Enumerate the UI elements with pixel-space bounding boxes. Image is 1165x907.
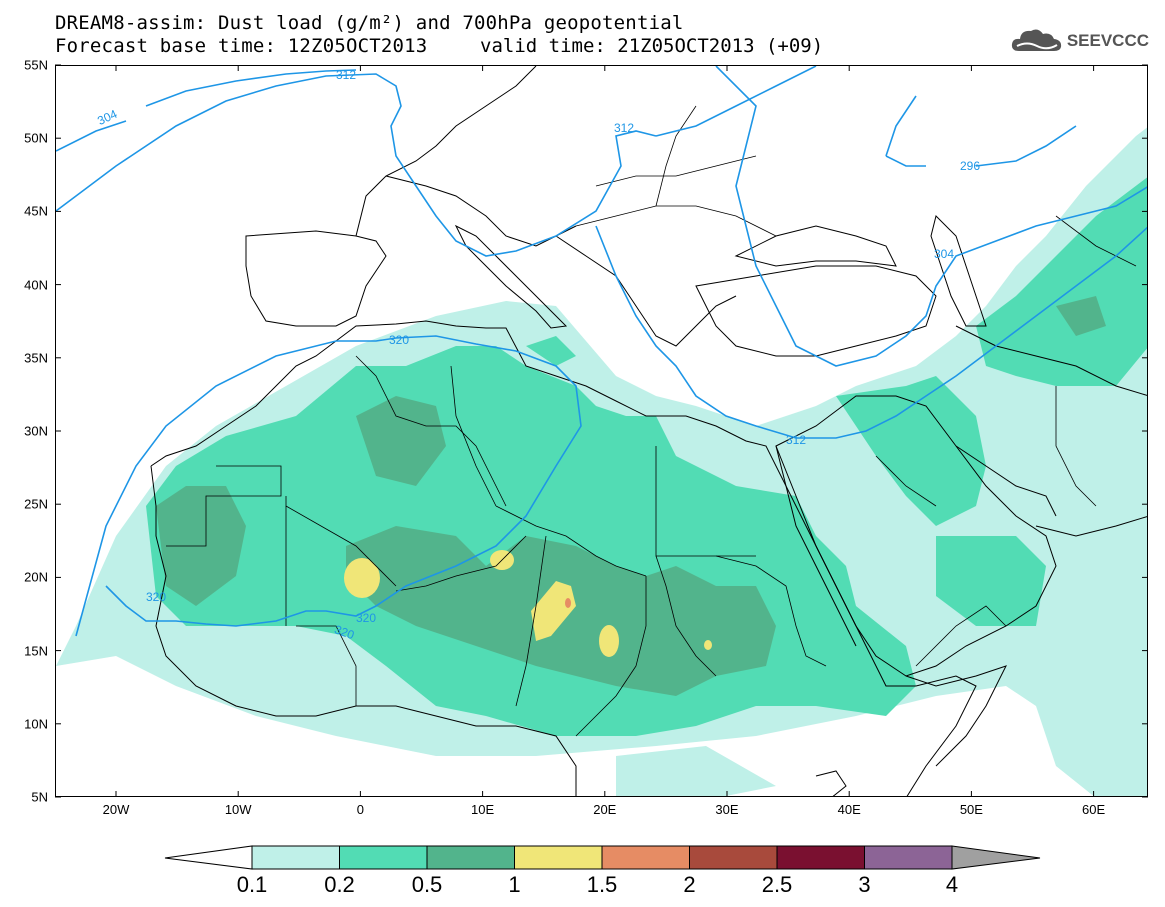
contour-label: 320 xyxy=(333,622,357,642)
longitude-label: 20W xyxy=(102,802,130,817)
latitude-label: 45N xyxy=(24,203,48,219)
contour-labels: 312 304 312 296 304 320 312 320 320 320 xyxy=(95,68,980,642)
colorbar-cell xyxy=(514,845,603,870)
geopotential-contours xyxy=(56,66,1147,637)
colorbar-label: 2.5 xyxy=(761,872,793,897)
colorbar-label: 2 xyxy=(683,872,696,897)
contour-label: 312 xyxy=(336,68,356,82)
colorbar-cell xyxy=(776,845,865,870)
logo-text: SEEVCCC xyxy=(1066,31,1149,50)
longitude-label: 40E xyxy=(837,802,861,817)
contour-label: 296 xyxy=(960,159,980,173)
longitude-label: 50E xyxy=(959,802,983,817)
dust-map: 312 304 312 296 304 320 312 320 320 320 xyxy=(55,65,1148,797)
colorbar-cell xyxy=(339,845,428,870)
contour-label: 320 xyxy=(389,333,409,347)
colorbar-high-arrow xyxy=(951,845,1041,870)
colorbar-label: 0.5 xyxy=(411,872,443,897)
colorbar-label: 3 xyxy=(858,872,871,897)
latitude-label: 35N xyxy=(24,350,48,366)
longitude-label: 10W xyxy=(224,802,252,817)
colorbar-cell xyxy=(864,845,953,870)
latitude-label: 20N xyxy=(24,569,48,585)
colorbar-label: 1 xyxy=(508,872,521,897)
contour-label: 320 xyxy=(356,611,376,625)
longitude-label: 30E xyxy=(715,802,739,817)
contour-label: 312 xyxy=(786,433,806,447)
longitude-label: 60E xyxy=(1082,802,1106,817)
contour-label: 312 xyxy=(614,121,634,135)
colorbar-cell xyxy=(426,845,515,870)
dust-field-peak xyxy=(565,598,571,608)
colorbar-low-arrow xyxy=(164,845,253,870)
latitude-label: 50N xyxy=(24,130,48,146)
map-title: DREAM8-assim: Dust load (g/m²) and 700hP… xyxy=(55,12,684,34)
valid-time: valid time: 21Z05OCT2013 (+09) xyxy=(480,35,824,57)
forecast-base-time: Forecast base time: 12Z05OCT2013 xyxy=(55,35,428,57)
latitude-label: 30N xyxy=(24,423,48,439)
colorbar-label: 0.2 xyxy=(324,872,355,897)
longitude-label: 10E xyxy=(471,802,495,817)
colorbar-label: 1.5 xyxy=(586,872,618,897)
colorbar-cell xyxy=(689,845,778,870)
dust-field-very-high xyxy=(344,550,712,657)
seevccc-logo: SEEVCCC xyxy=(1011,27,1149,55)
longitude-label: 20E xyxy=(593,802,617,817)
latitude-label: 5N xyxy=(31,789,48,805)
contour-label: 320 xyxy=(146,590,166,604)
colorbar-cell xyxy=(251,845,340,870)
latitude-label: 15N xyxy=(24,643,48,659)
map-canvas: 312 304 312 296 304 320 312 320 320 320 xyxy=(56,66,1147,796)
country-borders xyxy=(166,105,1137,737)
latitude-label: 10N xyxy=(24,716,48,732)
colorbar-cell xyxy=(601,845,690,870)
colorbar-label: 4 xyxy=(945,872,959,897)
colorbar-label: 0.1 xyxy=(236,872,268,897)
latitude-label: 25N xyxy=(24,496,48,512)
latitude-label: 55N xyxy=(24,57,48,73)
latitude-label: 40N xyxy=(24,277,48,293)
cloud-icon xyxy=(1011,29,1061,51)
contour-label: 304 xyxy=(934,247,954,261)
longitude-label: 0 xyxy=(356,802,365,817)
